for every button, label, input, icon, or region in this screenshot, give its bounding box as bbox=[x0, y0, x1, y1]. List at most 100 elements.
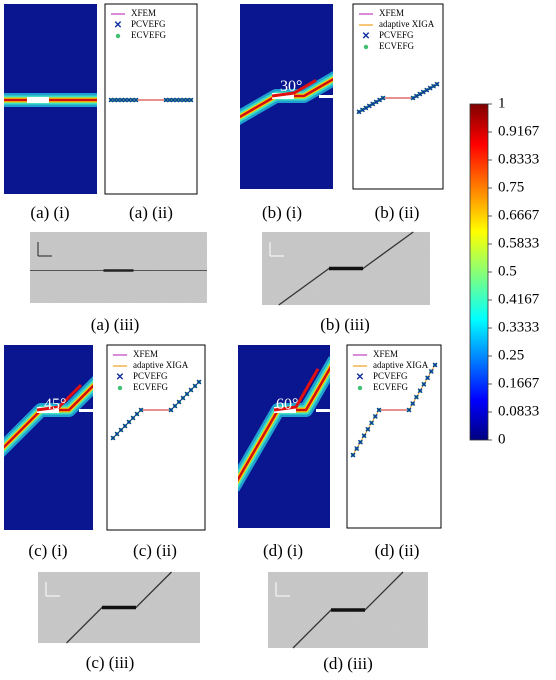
caption: (c) (iii) bbox=[86, 653, 135, 672]
legend-label: XFEM bbox=[131, 8, 156, 18]
marker-pcvefg bbox=[350, 452, 356, 458]
marker-pcvefg bbox=[432, 362, 438, 368]
marker-pcvefg bbox=[188, 387, 194, 393]
marker-pcvefg bbox=[184, 391, 190, 397]
caption: (a) (iii) bbox=[91, 315, 140, 334]
legend-label: ECVEFG bbox=[133, 382, 169, 392]
marker-pcvefg bbox=[138, 407, 144, 413]
caption: (d) (ii) bbox=[375, 541, 420, 560]
angle-label: 45° bbox=[44, 396, 66, 413]
marker-pcvefg bbox=[180, 395, 186, 401]
legend-label: adaptive XIGA bbox=[379, 19, 435, 29]
caption: (c) (ii) bbox=[133, 541, 177, 560]
legend-label: ECVEFG bbox=[373, 382, 409, 392]
marker-pcvefg bbox=[122, 423, 128, 429]
marker-pcvefg bbox=[421, 381, 427, 387]
marker-pcvefg bbox=[126, 97, 132, 103]
legend-label: XFEM bbox=[379, 8, 404, 18]
legend-label: adaptive XIGA bbox=[373, 360, 429, 370]
marker-pcvefg bbox=[363, 105, 369, 111]
marker-pcvefg bbox=[174, 97, 180, 103]
marker-pcvefg bbox=[434, 81, 440, 87]
marker-pcvefg bbox=[185, 97, 190, 103]
marker-pcvefg bbox=[410, 95, 416, 101]
marker-pcvefg bbox=[130, 97, 135, 103]
plot-frame bbox=[352, 3, 444, 190]
legend-marker bbox=[357, 385, 363, 391]
marker-pcvefg bbox=[406, 407, 412, 413]
colorbar-label: 0.5 bbox=[498, 263, 517, 279]
legend-marker bbox=[363, 44, 369, 50]
photo-axes bbox=[45, 582, 60, 597]
marker-pcvefg bbox=[108, 97, 114, 103]
caption: (b) (ii) bbox=[375, 203, 420, 222]
marker-pcvefg bbox=[163, 97, 169, 103]
plot-frame bbox=[346, 344, 442, 529]
legend-marker: ✕ bbox=[362, 31, 370, 42]
legend-marker bbox=[115, 33, 121, 39]
colorbar-label: 0.6667 bbox=[498, 207, 540, 223]
marker-pcvefg bbox=[354, 446, 360, 452]
caption: (b) (i) bbox=[262, 203, 302, 222]
crack-tip bbox=[319, 95, 337, 98]
marker-pcvefg bbox=[181, 97, 187, 103]
legend-label: XFEM bbox=[133, 349, 158, 359]
marker-pcvefg bbox=[414, 394, 419, 400]
marker-pcvefg bbox=[114, 431, 120, 437]
marker-pcvefg bbox=[370, 101, 376, 107]
angle-label: 60° bbox=[276, 396, 298, 413]
marker-pcvefg bbox=[196, 379, 202, 385]
marker-pcvefg bbox=[177, 97, 183, 103]
angle-wedge bbox=[36, 383, 83, 412]
marker-pcvefg bbox=[428, 368, 434, 374]
marker-pcvefg bbox=[376, 407, 382, 413]
caption: (d) (iii) bbox=[323, 654, 373, 673]
marker-pcvefg bbox=[112, 97, 117, 103]
marker-pcvefg bbox=[115, 97, 121, 103]
colorbar-label: 0.9167 bbox=[498, 123, 540, 139]
marker-pcvefg bbox=[126, 419, 132, 425]
caption: (a) (ii) bbox=[129, 203, 173, 222]
marker-pcvefg bbox=[380, 95, 386, 101]
marker-pcvefg bbox=[134, 411, 140, 417]
colorbar-label: 0.5833 bbox=[498, 235, 539, 251]
marker-pcvefg bbox=[372, 414, 378, 419]
marker-pcvefg bbox=[361, 433, 367, 439]
plot-frame bbox=[106, 344, 206, 531]
legend-label: PCVEFG bbox=[131, 19, 166, 29]
colorbar-label: 0.0833 bbox=[498, 403, 539, 419]
marker-pcvefg bbox=[424, 87, 430, 93]
photo-axes bbox=[275, 582, 290, 597]
caption: (b) (iii) bbox=[320, 315, 370, 334]
colorbar-label: 0 bbox=[498, 431, 506, 447]
legend-marker: ✕ bbox=[114, 20, 122, 31]
photo-axes bbox=[269, 242, 284, 257]
marker-pcvefg bbox=[427, 85, 433, 91]
marker-pcvefg bbox=[133, 97, 139, 103]
marker-pcvefg bbox=[192, 383, 198, 389]
marker-pcvefg bbox=[365, 426, 371, 432]
colorbar-label: 1 bbox=[498, 95, 506, 111]
legend-label: PCVEFG bbox=[373, 371, 408, 381]
caption: (d) (i) bbox=[263, 541, 303, 560]
marker-pcvefg bbox=[170, 97, 176, 103]
legend-label: XFEM bbox=[373, 349, 398, 359]
legend-label: PCVEFG bbox=[133, 371, 168, 381]
photo-axes bbox=[37, 242, 52, 257]
marker-pcvefg bbox=[425, 375, 430, 381]
marker-pcvefg bbox=[414, 93, 419, 99]
marker-pcvefg bbox=[168, 407, 174, 413]
photo-noise bbox=[30, 232, 207, 303]
colorbar-label: 0.1667 bbox=[498, 375, 540, 391]
marker-pcvefg bbox=[373, 99, 379, 105]
marker-pcvefg bbox=[130, 415, 136, 421]
crack-tip bbox=[79, 409, 97, 412]
marker-pcvefg bbox=[119, 97, 125, 103]
colorbar-label: 0.25 bbox=[498, 347, 524, 363]
legend-label: ECVEFG bbox=[379, 41, 415, 51]
caption: (a) (i) bbox=[30, 203, 69, 222]
marker-pcvefg bbox=[417, 388, 423, 394]
caption: (c) (i) bbox=[28, 541, 67, 560]
marker-pcvefg bbox=[360, 107, 365, 113]
